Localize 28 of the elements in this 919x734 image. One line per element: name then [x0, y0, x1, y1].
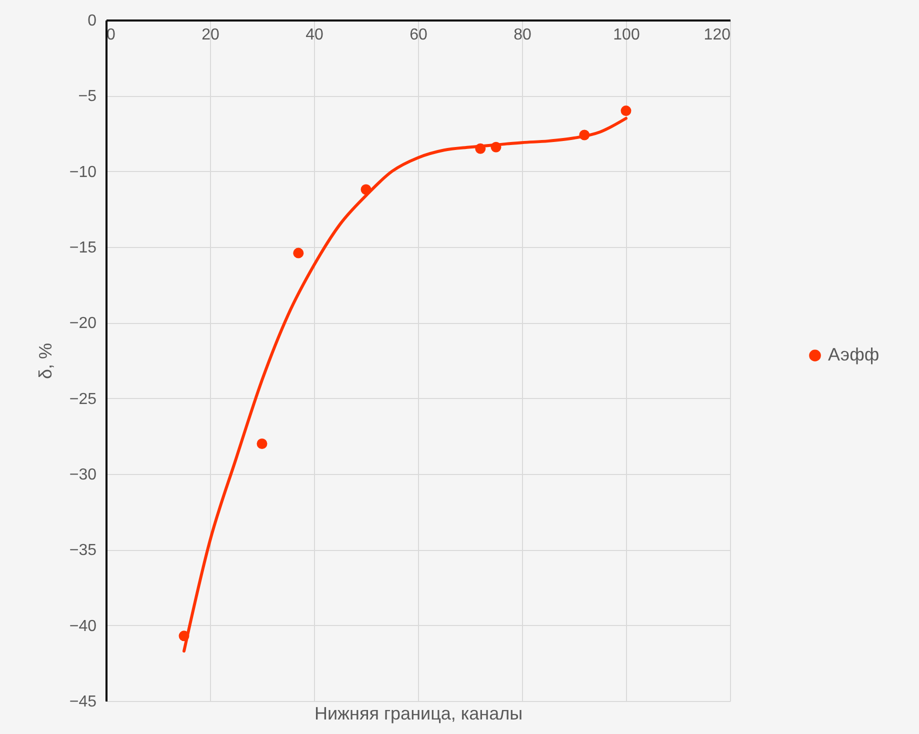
y-tick-label: −20 [69, 315, 97, 332]
y-tick-label: −35 [69, 542, 97, 560]
point [256, 438, 268, 449]
y-axis-title: δ, % [35, 342, 56, 380]
x-axis-title: Нижняя граница, каналы [314, 704, 523, 724]
x-tick-label: 60 [410, 26, 428, 44]
point [579, 130, 590, 140]
legend-label: Аэфф [828, 344, 880, 364]
point [475, 143, 486, 154]
point [178, 630, 190, 642]
point [490, 142, 502, 152]
point [620, 106, 632, 116]
x-tick-label: 0 [106, 26, 116, 44]
y-tick-label: −25 [69, 390, 97, 408]
x-tick-label: 40 [306, 26, 324, 44]
x-tick-label: 120 [704, 26, 731, 44]
x-tick-label: 100 [613, 26, 640, 44]
x-tick-label: 80 [514, 26, 532, 44]
y-tick-label: 0 [88, 12, 97, 30]
x-tick-label: 20 [202, 26, 220, 44]
y-tick-label: −10 [69, 164, 97, 181]
y-tick-label: −5 [78, 88, 97, 106]
y-tick-label: −45 [69, 694, 97, 710]
y-tick-label: −30 [69, 466, 97, 484]
point [360, 184, 372, 195]
point [293, 248, 304, 258]
y-tick-label: −15 [69, 240, 97, 256]
y-tick-label: −40 [69, 618, 97, 635]
